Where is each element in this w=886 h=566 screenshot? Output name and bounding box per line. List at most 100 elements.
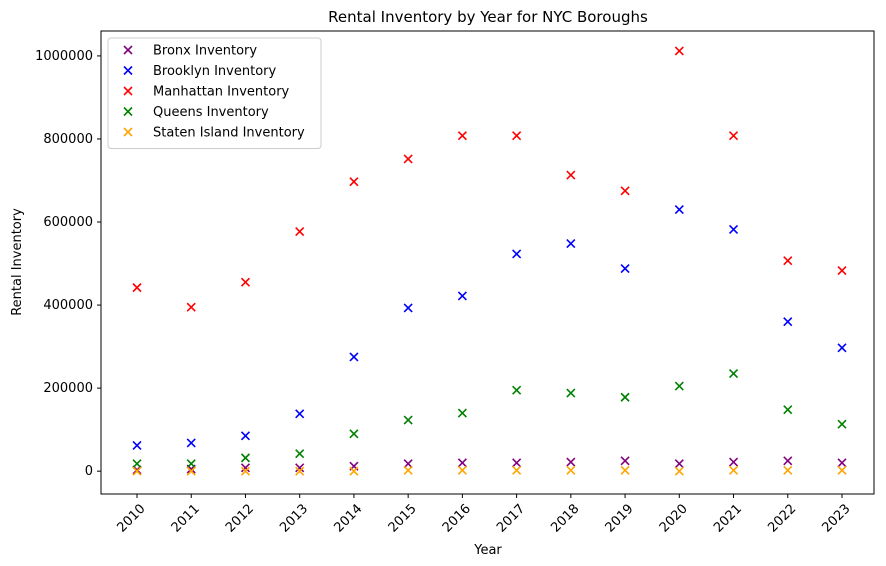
y-tick-label: 600000 xyxy=(43,215,93,230)
data-point xyxy=(674,466,684,476)
data-point xyxy=(132,283,142,293)
series-4 xyxy=(132,465,847,476)
data-point xyxy=(728,457,739,467)
data-point xyxy=(295,409,305,419)
x-axis-title: Year xyxy=(473,543,502,558)
legend-item: Manhattan Inventory xyxy=(123,85,290,100)
data-point xyxy=(186,302,196,312)
data-point xyxy=(186,459,196,469)
data-point xyxy=(620,263,630,274)
data-point xyxy=(132,459,142,469)
y-tick-label: 200000 xyxy=(43,381,93,396)
data-point xyxy=(512,249,522,259)
data-point xyxy=(783,405,793,415)
data-point xyxy=(674,46,684,56)
data-point xyxy=(240,466,251,476)
data-point xyxy=(783,317,793,327)
data-point xyxy=(620,186,630,196)
legend-label: Bronx Inventory xyxy=(153,44,257,59)
legend-marker xyxy=(123,45,133,55)
chart-title: Rental Inventory by Year for NYC Borough… xyxy=(328,8,648,26)
data-point xyxy=(566,465,576,475)
data-point xyxy=(240,431,251,441)
data-point xyxy=(783,465,793,475)
data-point xyxy=(566,239,576,249)
series-1 xyxy=(132,204,847,450)
data-point xyxy=(295,463,305,473)
legend-label: Staten Island Inventory xyxy=(153,126,305,141)
data-point xyxy=(457,458,467,468)
data-point xyxy=(403,415,413,425)
legend-marker xyxy=(123,106,133,117)
data-point xyxy=(349,177,359,187)
plot-frame xyxy=(100,30,875,495)
y-axis-title: Rental Inventory xyxy=(10,208,25,316)
data-point xyxy=(837,419,847,429)
legend-frame xyxy=(107,37,322,149)
data-point xyxy=(295,466,305,476)
legend-marker xyxy=(123,127,133,137)
data-point xyxy=(728,369,739,379)
data-point xyxy=(512,385,522,395)
data-point xyxy=(783,456,793,466)
data-point xyxy=(349,466,359,476)
legend-item: Staten Island Inventory xyxy=(123,126,305,141)
data-point xyxy=(403,459,413,469)
data-point xyxy=(728,131,739,141)
data-point xyxy=(186,466,196,476)
data-point xyxy=(512,465,522,475)
data-point xyxy=(620,456,630,466)
legend-item: Bronx Inventory xyxy=(123,44,257,59)
y-tick-label: 0 xyxy=(85,464,93,479)
data-point xyxy=(295,226,305,237)
legend-label: Brooklyn Inventory xyxy=(153,64,276,79)
data-point xyxy=(132,466,142,476)
data-point xyxy=(566,388,576,398)
legend-label: Manhattan Inventory xyxy=(153,85,290,100)
data-point xyxy=(783,256,793,266)
data-point xyxy=(457,465,467,475)
series-3 xyxy=(132,369,847,469)
data-point xyxy=(240,453,251,463)
data-point xyxy=(674,459,684,469)
y-tick-label: 800000 xyxy=(43,132,93,147)
data-point xyxy=(240,277,251,287)
data-point xyxy=(837,465,847,475)
legend: Bronx Inventory Brooklyn Inventory Manhatt… xyxy=(107,37,322,149)
series-0 xyxy=(132,456,847,475)
y-tick-label: 1000000 xyxy=(35,49,93,64)
data-point xyxy=(457,291,467,301)
data-point xyxy=(837,458,847,468)
series-2 xyxy=(132,46,847,312)
data-point xyxy=(349,352,359,362)
data-point xyxy=(295,449,305,459)
data-point xyxy=(186,438,196,448)
legend-marker xyxy=(123,65,133,76)
data-point xyxy=(837,343,847,353)
legend-item: Brooklyn Inventory xyxy=(123,64,276,79)
data-point xyxy=(457,408,467,418)
legend-marker xyxy=(123,86,133,96)
data-point xyxy=(566,457,576,467)
data-point xyxy=(674,381,684,391)
data-point xyxy=(403,303,413,313)
data-point xyxy=(403,154,413,164)
legend-label: Queens Inventory xyxy=(153,105,269,120)
data-point xyxy=(728,465,739,475)
data-point xyxy=(728,224,739,235)
data-point xyxy=(512,458,522,468)
data-point xyxy=(674,204,684,215)
y-tick-label: 400000 xyxy=(43,298,93,313)
data-point xyxy=(512,131,522,141)
data-point xyxy=(132,440,142,450)
data-point xyxy=(457,131,467,141)
data-point xyxy=(349,429,359,439)
data-point xyxy=(240,463,251,473)
data-point xyxy=(837,266,847,276)
data-point xyxy=(403,465,413,475)
data-point xyxy=(620,465,630,475)
legend-item: Queens Inventory xyxy=(123,105,269,120)
data-point xyxy=(620,392,630,402)
data-point xyxy=(566,170,576,180)
